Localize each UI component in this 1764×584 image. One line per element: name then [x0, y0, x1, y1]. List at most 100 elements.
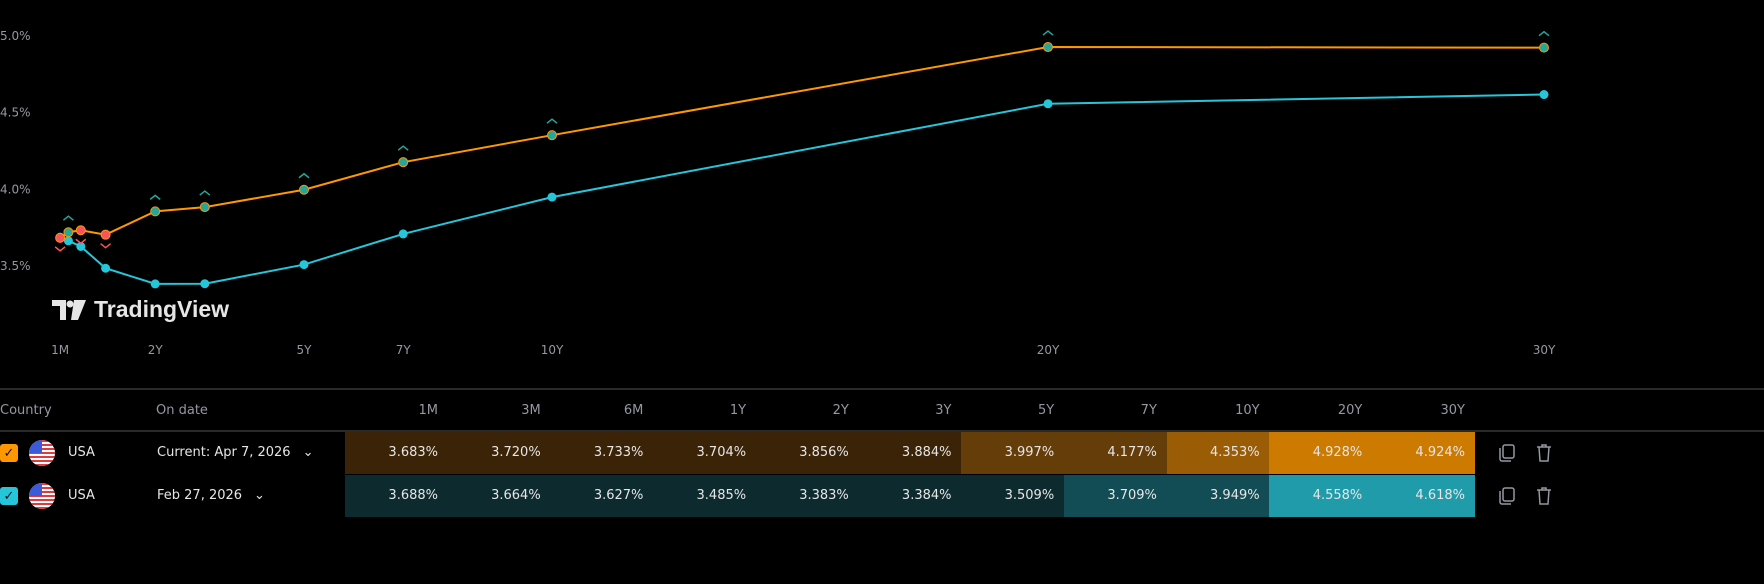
- x-tick-label: 1M: [51, 343, 69, 357]
- tradingview-logo: TradingView: [52, 296, 229, 323]
- data-point[interactable]: [1539, 42, 1549, 53]
- yield-cell: 3.383%: [755, 475, 859, 517]
- data-point[interactable]: [547, 130, 557, 141]
- data-point[interactable]: [398, 229, 408, 239]
- series-line-0: [59, 46, 1545, 239]
- data-point[interactable]: [398, 157, 409, 168]
- tradingview-logo-icon: [52, 299, 86, 320]
- data-point[interactable]: [75, 225, 86, 236]
- header-maturity: 2Y: [832, 403, 849, 418]
- data-point[interactable]: [1043, 99, 1053, 109]
- yield-cell: 3.485%: [653, 475, 757, 517]
- yield-cell: 3.884%: [858, 432, 962, 474]
- arrow-up-icon: [397, 145, 409, 151]
- arrow-down-icon: [54, 246, 66, 252]
- series-line-1: [59, 93, 1545, 285]
- y-tick-label: 5.0%: [0, 29, 31, 43]
- yield-cell: 4.618%: [1372, 475, 1475, 517]
- data-point[interactable]: [150, 279, 160, 289]
- yield-cell: 3.688%: [345, 475, 448, 517]
- header-maturity: 7Y: [1140, 403, 1157, 418]
- arrow-up-icon: [546, 118, 558, 124]
- data-point[interactable]: [55, 232, 66, 243]
- data-point[interactable]: [63, 227, 74, 238]
- arrow-down-icon: [75, 238, 87, 245]
- header-maturity: 10Y: [1235, 403, 1260, 418]
- header-maturity: 1M: [418, 403, 439, 418]
- arrow-up-icon: [1042, 30, 1054, 36]
- data-point[interactable]: [299, 260, 309, 270]
- yield-cell: 3.704%: [653, 432, 757, 474]
- data-point[interactable]: [199, 202, 210, 213]
- country-name: USA: [68, 488, 95, 503]
- yield-cell: 4.558%: [1269, 475, 1373, 517]
- yield-cell: 3.949%: [1166, 475, 1270, 517]
- check-icon: ✓: [3, 488, 15, 504]
- usa-flag-icon: [29, 440, 55, 466]
- x-tick-label: 2Y: [148, 343, 164, 357]
- x-tick-label: 20Y: [1037, 343, 1060, 357]
- header-maturity: 1Y: [729, 403, 747, 418]
- date-value: Feb 27, 2026: [157, 488, 243, 503]
- yield-cell: 3.733%: [550, 432, 654, 474]
- data-point[interactable]: [200, 279, 210, 289]
- row-checkbox[interactable]: ✓: [0, 444, 18, 462]
- divider: [0, 430, 1764, 432]
- data-point[interactable]: [76, 241, 86, 251]
- yield-cell: 3.720%: [447, 432, 551, 474]
- x-tick-label: 30Y: [1533, 343, 1556, 357]
- data-point[interactable]: [1043, 42, 1053, 53]
- arrow-up-icon: [298, 172, 310, 179]
- check-icon: ✓: [3, 445, 15, 461]
- data-point[interactable]: [100, 229, 111, 240]
- yield-cell: 4.353%: [1166, 432, 1270, 474]
- country-name: USA: [68, 445, 95, 460]
- chevron-down-icon: ⌄: [254, 488, 265, 503]
- y-tick-label: 3.5%: [0, 259, 31, 273]
- trash-icon[interactable]: [1536, 443, 1552, 463]
- arrow-down-icon: [100, 243, 112, 249]
- arrow-up-icon: [149, 194, 161, 200]
- arrow-up-icon: [1538, 30, 1550, 37]
- date-dropdown[interactable]: Current: Apr 7, 2026 ⌄: [157, 445, 314, 460]
- x-tick-label: 10Y: [541, 343, 564, 357]
- x-tick-label: 5Y: [297, 343, 313, 357]
- x-tick-label: 7Y: [396, 343, 412, 357]
- yield-cell: 3.856%: [755, 432, 859, 474]
- copy-icon[interactable]: [1498, 443, 1516, 463]
- yield-cell: 4.924%: [1372, 432, 1475, 474]
- usa-flag-icon: [29, 483, 55, 509]
- yield-cell: 4.928%: [1269, 432, 1373, 474]
- header-maturity: 3M: [521, 403, 541, 418]
- header-maturity: 30Y: [1440, 403, 1465, 418]
- table-row: ✓ USA Feb 27, 2026 ⌄ 3.688% 3.664% 3.627% 3.4…: [0, 475, 1764, 517]
- arrow-up-icon: [62, 215, 74, 221]
- yield-cell: 3.709%: [1063, 475, 1167, 517]
- yield-cell: 3.384%: [858, 475, 962, 517]
- header-maturity: 20Y: [1337, 403, 1363, 418]
- yield-cell: 3.664%: [447, 475, 551, 517]
- divider: [0, 388, 1764, 390]
- y-tick-label: 4.0%: [0, 182, 31, 196]
- data-point[interactable]: [1539, 90, 1549, 100]
- header-country: Country: [0, 403, 52, 418]
- watermark-text: TradingView: [94, 296, 230, 322]
- data-point[interactable]: [101, 263, 111, 273]
- data-point[interactable]: [63, 236, 73, 246]
- trash-icon[interactable]: [1536, 486, 1552, 506]
- data-point[interactable]: [299, 184, 309, 195]
- header-date: On date: [156, 403, 208, 418]
- date-dropdown[interactable]: Feb 27, 2026 ⌄: [157, 488, 265, 503]
- y-tick-label: 4.5%: [0, 106, 31, 120]
- arrow-up-icon: [199, 190, 211, 196]
- header-maturity: 6M: [623, 403, 644, 418]
- row-checkbox[interactable]: ✓: [0, 487, 18, 505]
- data-point[interactable]: [547, 192, 557, 202]
- header-maturity: 3Y: [935, 403, 952, 418]
- yield-cell: 4.177%: [1063, 432, 1167, 474]
- yield-cell: 3.997%: [961, 432, 1065, 474]
- yield-curve-chart: 5.0% 4.5% 4.0% 3.5% 1M 2Y 5Y 7Y 10Y 20Y 30Y: [0, 29, 1556, 357]
- date-value: Current: Apr 7, 2026: [157, 445, 291, 460]
- copy-icon[interactable]: [1498, 486, 1516, 506]
- data-point[interactable]: [150, 206, 161, 217]
